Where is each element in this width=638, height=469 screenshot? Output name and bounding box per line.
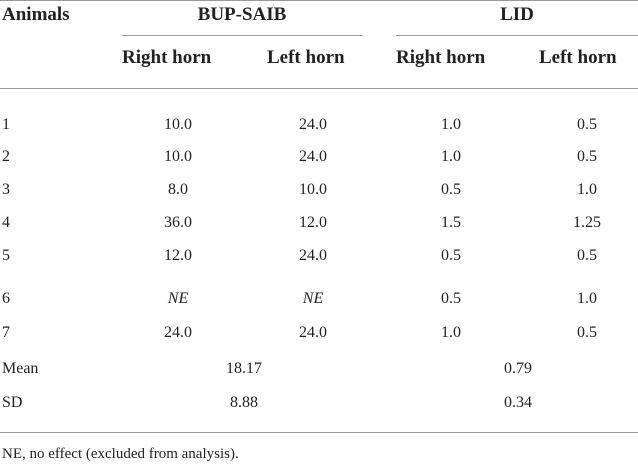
bup-right-value: 10.0 — [164, 116, 192, 133]
bup-right-value: 10.0 — [164, 148, 192, 165]
table-footnote: NE, no effect (excluded from analysis). — [2, 446, 239, 462]
animal-id: 3 — [2, 181, 10, 198]
lid-right-value: 0.5 — [441, 181, 461, 198]
bup-left-value: 24.0 — [299, 148, 327, 165]
bup-saib-group-rule — [122, 35, 363, 36]
lid-right-value: 0.5 — [441, 290, 461, 307]
lid-group-rule — [396, 35, 638, 36]
lid-left-value: 1.0 — [577, 181, 597, 198]
bup-right-value: 12.0 — [164, 247, 192, 264]
lid-mean-value: 0.79 — [504, 360, 532, 377]
lid-left-value: 1.25 — [573, 214, 601, 231]
header-lid: LID — [500, 4, 534, 25]
mean-label: Mean — [2, 360, 39, 377]
header-bottom-rule — [0, 88, 638, 89]
lid-left-value: 0.5 — [577, 148, 597, 165]
bup-left-value: 24.0 — [299, 324, 327, 341]
header-lid-left-horn: Left horn — [539, 47, 617, 68]
lid-left-value: 0.5 — [577, 247, 597, 264]
sd-label: SD — [2, 394, 23, 411]
lid-right-value: 1.5 — [441, 214, 461, 231]
animal-id: 6 — [2, 290, 10, 307]
lid-right-value: 1.0 — [441, 148, 461, 165]
animal-id: 1 — [2, 116, 10, 133]
header-lid-right-horn: Right horn — [396, 47, 486, 68]
bup-left-value: NE — [302, 290, 324, 307]
bup-right-value: 24.0 — [164, 324, 192, 341]
lid-left-value: 1.0 — [577, 290, 597, 307]
lid-sd-value: 0.34 — [504, 394, 532, 411]
bup-left-value: 10.0 — [299, 181, 327, 198]
lid-right-value: 1.0 — [441, 324, 461, 341]
bup-sd-value: 8.88 — [230, 394, 258, 411]
bup-left-value: 24.0 — [299, 247, 327, 264]
header-bup-right-horn: Right horn — [122, 47, 212, 68]
lid-right-value: 0.5 — [441, 247, 461, 264]
lid-left-value: 0.5 — [577, 324, 597, 341]
bup-right-value: 36.0 — [164, 214, 192, 231]
bup-left-value: 12.0 — [299, 214, 327, 231]
header-bup-left-horn: Left horn — [267, 47, 345, 68]
animal-id: 4 — [2, 214, 10, 231]
animal-id: 7 — [2, 324, 10, 341]
lid-right-value: 1.0 — [441, 116, 461, 133]
header-bup-saib: BUP-SAIB — [197, 4, 287, 25]
table-bottom-rule — [0, 432, 638, 433]
lid-left-value: 0.5 — [577, 116, 597, 133]
bup-left-value: 24.0 — [299, 116, 327, 133]
top-rule — [0, 0, 638, 1]
animal-id: 5 — [2, 247, 10, 264]
header-animals: Animals — [2, 4, 70, 25]
bup-right-value: NE — [167, 290, 189, 307]
bup-right-value: 8.0 — [168, 181, 188, 198]
bup-mean-value: 18.17 — [226, 360, 262, 377]
animal-id: 2 — [2, 148, 10, 165]
